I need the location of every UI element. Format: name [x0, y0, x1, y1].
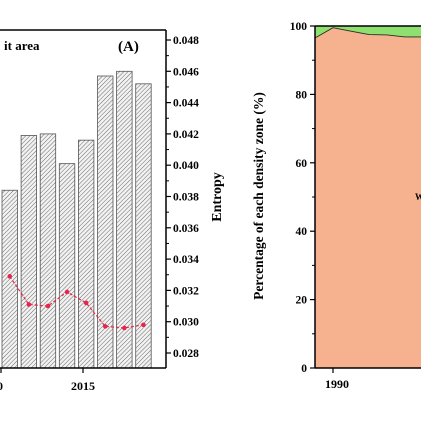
x-tick-label: 1990	[325, 377, 349, 391]
entropy-point	[83, 300, 89, 306]
bars-group	[1, 70, 152, 369]
bar	[1, 189, 18, 369]
panel-a-right-ticks: 0.028 0.030 0.032 0.034 0.036 0.038 0.040 0.042…	[166, 35, 199, 360]
bar	[39, 133, 57, 369]
y2-tick-label: 0.030	[173, 317, 199, 329]
bar	[116, 70, 133, 369]
panel-b-y-ticks: 0 20 40 60 80 100	[290, 21, 315, 375]
y2-tick-label: 0.044	[173, 98, 199, 110]
y2-tick-label: 0.040	[173, 160, 199, 172]
x-tick-label: 2015	[71, 379, 95, 393]
bar	[20, 135, 38, 369]
area-series-low-density	[315, 27, 421, 369]
entropy-point	[122, 325, 127, 331]
entropy-point	[26, 302, 32, 307]
entropy-point	[102, 324, 108, 329]
bar	[58, 163, 76, 369]
y-tick-label: 20	[296, 295, 308, 307]
x-tick-label: 0	[0, 379, 3, 393]
areas-group	[314, 26, 421, 369]
y2-tick-label: 0.028	[173, 348, 199, 360]
y2-tick-label: 0.038	[173, 192, 199, 204]
y-tick-label: 100	[290, 21, 308, 33]
y-tick-label: 40	[296, 226, 308, 238]
panel-b-x-ticks: 1990	[325, 368, 349, 391]
legend-text: it area	[4, 38, 40, 53]
y-axis-label: Percentage of each density zone (%)	[251, 92, 266, 300]
y-tick-label: 80	[296, 89, 308, 101]
entropy-point	[7, 274, 13, 279]
panel-a-x-ticks: 0 2015	[0, 368, 95, 393]
y2-axis-label: Entropy	[210, 172, 225, 222]
y2-tick-label: 0.048	[173, 35, 199, 47]
area-boundary-line	[314, 27, 421, 39]
y2-tick-label: 0.042	[173, 129, 199, 141]
y2-tick-label: 0.036	[173, 223, 199, 235]
panel-a: 0.028 0.030 0.032 0.034 0.036 0.038 0.040 0.042…	[0, 29, 225, 393]
partial-area-label: W	[415, 192, 421, 202]
entropy-line	[9, 275, 144, 329]
entropy-point	[64, 289, 70, 295]
entropy-line-group	[7, 274, 146, 331]
y-tick-label: 0	[301, 363, 307, 375]
y2-tick-label: 0.032	[173, 285, 199, 297]
panel-b: 0 20 40 60 80 100 1990 Percentage of each den…	[251, 21, 421, 391]
entropy-point	[141, 322, 146, 328]
entropy-point	[45, 303, 51, 309]
y2-tick-label: 0.046	[173, 66, 199, 78]
bar	[78, 139, 95, 369]
y-tick-label: 60	[296, 158, 308, 170]
y2-tick-label: 0.034	[173, 254, 199, 266]
panel-label: (A)	[118, 39, 139, 55]
